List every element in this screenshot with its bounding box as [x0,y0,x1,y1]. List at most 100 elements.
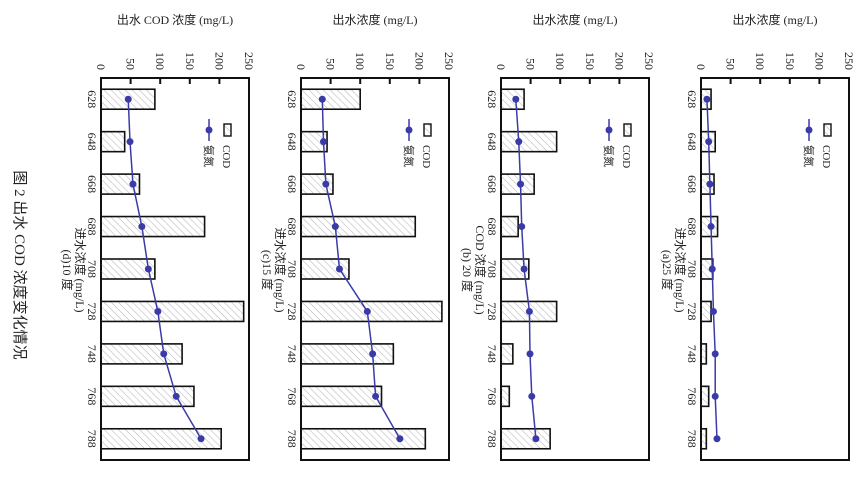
cod-bar [100,130,126,153]
ammonia-point [515,138,523,146]
x-tick-label: 648 [85,133,99,151]
x-tick-label: 788 [485,430,499,448]
ammonia-point [512,95,520,103]
x-tick-label: 728 [285,302,299,320]
y-tick-label: 0 [494,64,508,70]
cod-bar [100,300,245,323]
legend-ammonia-marker [205,126,213,134]
y-tick-label: 0 [694,64,708,70]
x-tick-label: 748 [85,345,99,363]
ammonia-point [197,435,205,443]
legend: COD 氨氮 [402,119,432,168]
panel-subtitle: (c)15 度 [260,250,275,290]
ammonia-point [372,392,380,400]
y-axis-label: 出水 COD 浓度 (mg/L) [117,12,233,27]
x-tick-label: 688 [85,218,99,236]
x-tick-label: 668 [85,175,99,193]
y-axis-label: 出水浓度 (mg/L) [333,12,418,27]
ammonia-point [705,138,713,146]
cod-bar [100,173,141,195]
y-tick-label: 50 [324,58,338,70]
ammonia-point [172,392,180,400]
figure-caption: 图 2 出水 COD 浓度变化情况 [11,170,28,359]
legend-cod-label: COD [220,145,232,168]
y-axis-label: 出水浓度 (mg/L) [733,12,818,27]
x-tick-label: 728 [685,302,699,320]
x-tick-label: 768 [85,387,99,405]
y-tick-label: 250 [242,52,256,70]
legend-cod-swatch [623,123,632,137]
x-tick-label: 748 [685,345,699,363]
ammonia-point [124,95,132,103]
legend-ammonia-label: 氨氮 [402,145,416,167]
cod-bar [100,343,183,365]
legend-ammonia-label: 氨氮 [602,145,616,167]
y-tick-label: 100 [553,52,567,70]
cod-bar [100,215,206,238]
x-axis-label: 进水浓度 (mg/L) [273,228,288,313]
ammonia-point [363,307,371,315]
x-tick-label: 628 [685,90,699,108]
y-tick-label: 150 [383,52,397,70]
x-axis-label: COD 浓度 (mg/L) [473,225,488,314]
x-tick-label: 668 [685,175,699,193]
cod-bar [700,385,710,408]
cod-bar [300,258,350,280]
cod-bar [500,130,558,153]
legend-ammonia-label: 氨氮 [802,145,816,167]
ammonia-point [711,392,719,400]
cod-bar [500,385,511,408]
legend-cod-label: COD [820,145,832,168]
legend-cod-label: COD [420,145,432,168]
ammonia-point [528,392,536,400]
y-tick-label: 50 [724,58,738,70]
ammonia-point [706,180,714,188]
y-tick-label: 150 [183,52,197,70]
y-tick-label: 200 [412,52,426,70]
cod-bar [500,258,530,280]
y-tick-label: 200 [812,52,826,70]
y-tick-label: 250 [842,52,856,70]
cod-bar [500,343,514,365]
y-tick-label: 200 [212,52,226,70]
cod-bar [700,427,708,450]
panel-2: 0 50 100 150 200 250 出水浓度 (mg/L) 628 648 668 688 70… [260,12,456,461]
legend-ammonia-marker [405,126,413,134]
panel-subtitle: (d)10 度 [60,250,75,291]
x-tick-label: 648 [485,133,499,151]
x-tick-label: 788 [685,430,699,448]
x-tick-label: 768 [485,387,499,405]
y-tick-label: 100 [153,52,167,70]
x-tick-label: 708 [85,260,99,278]
ammonia-point [713,435,721,443]
legend-cod-swatch [823,123,832,137]
legend: COD 氨氮 [802,119,832,168]
ammonia-point [526,350,534,358]
ammonia-point [369,350,377,358]
legend-cod-swatch [223,123,232,137]
panel-3: 0 50 100 150 200 250 出水 COD 浓度 (mg/L) 628 648 668… [60,12,256,461]
x-tick-label: 728 [85,302,99,320]
x-tick-label: 708 [685,260,699,278]
y-tick-label: 0 [94,64,108,70]
ammonia-point [708,265,716,273]
ammonia-point [318,95,326,103]
legend: COD 氨氮 [202,119,232,168]
x-axis-label: 进水浓度 (mg/L) [73,228,88,313]
cod-bar [300,385,383,408]
x-tick-label: 788 [285,430,299,448]
ammonia-point [322,180,330,188]
ammonia-point [319,138,327,146]
y-axis-label: 出水浓度 (mg/L) [533,12,618,27]
ammonia-point [126,138,134,146]
y-tick-label: 100 [753,52,767,70]
x-tick-label: 768 [685,387,699,405]
x-tick-label: 688 [485,218,499,236]
x-tick-label: 768 [285,387,299,405]
legend: COD 氨氮 [602,119,632,168]
ammonia-point [520,265,528,273]
cod-bar [100,385,195,408]
cod-bar [300,343,395,365]
y-tick-label: 200 [612,52,626,70]
